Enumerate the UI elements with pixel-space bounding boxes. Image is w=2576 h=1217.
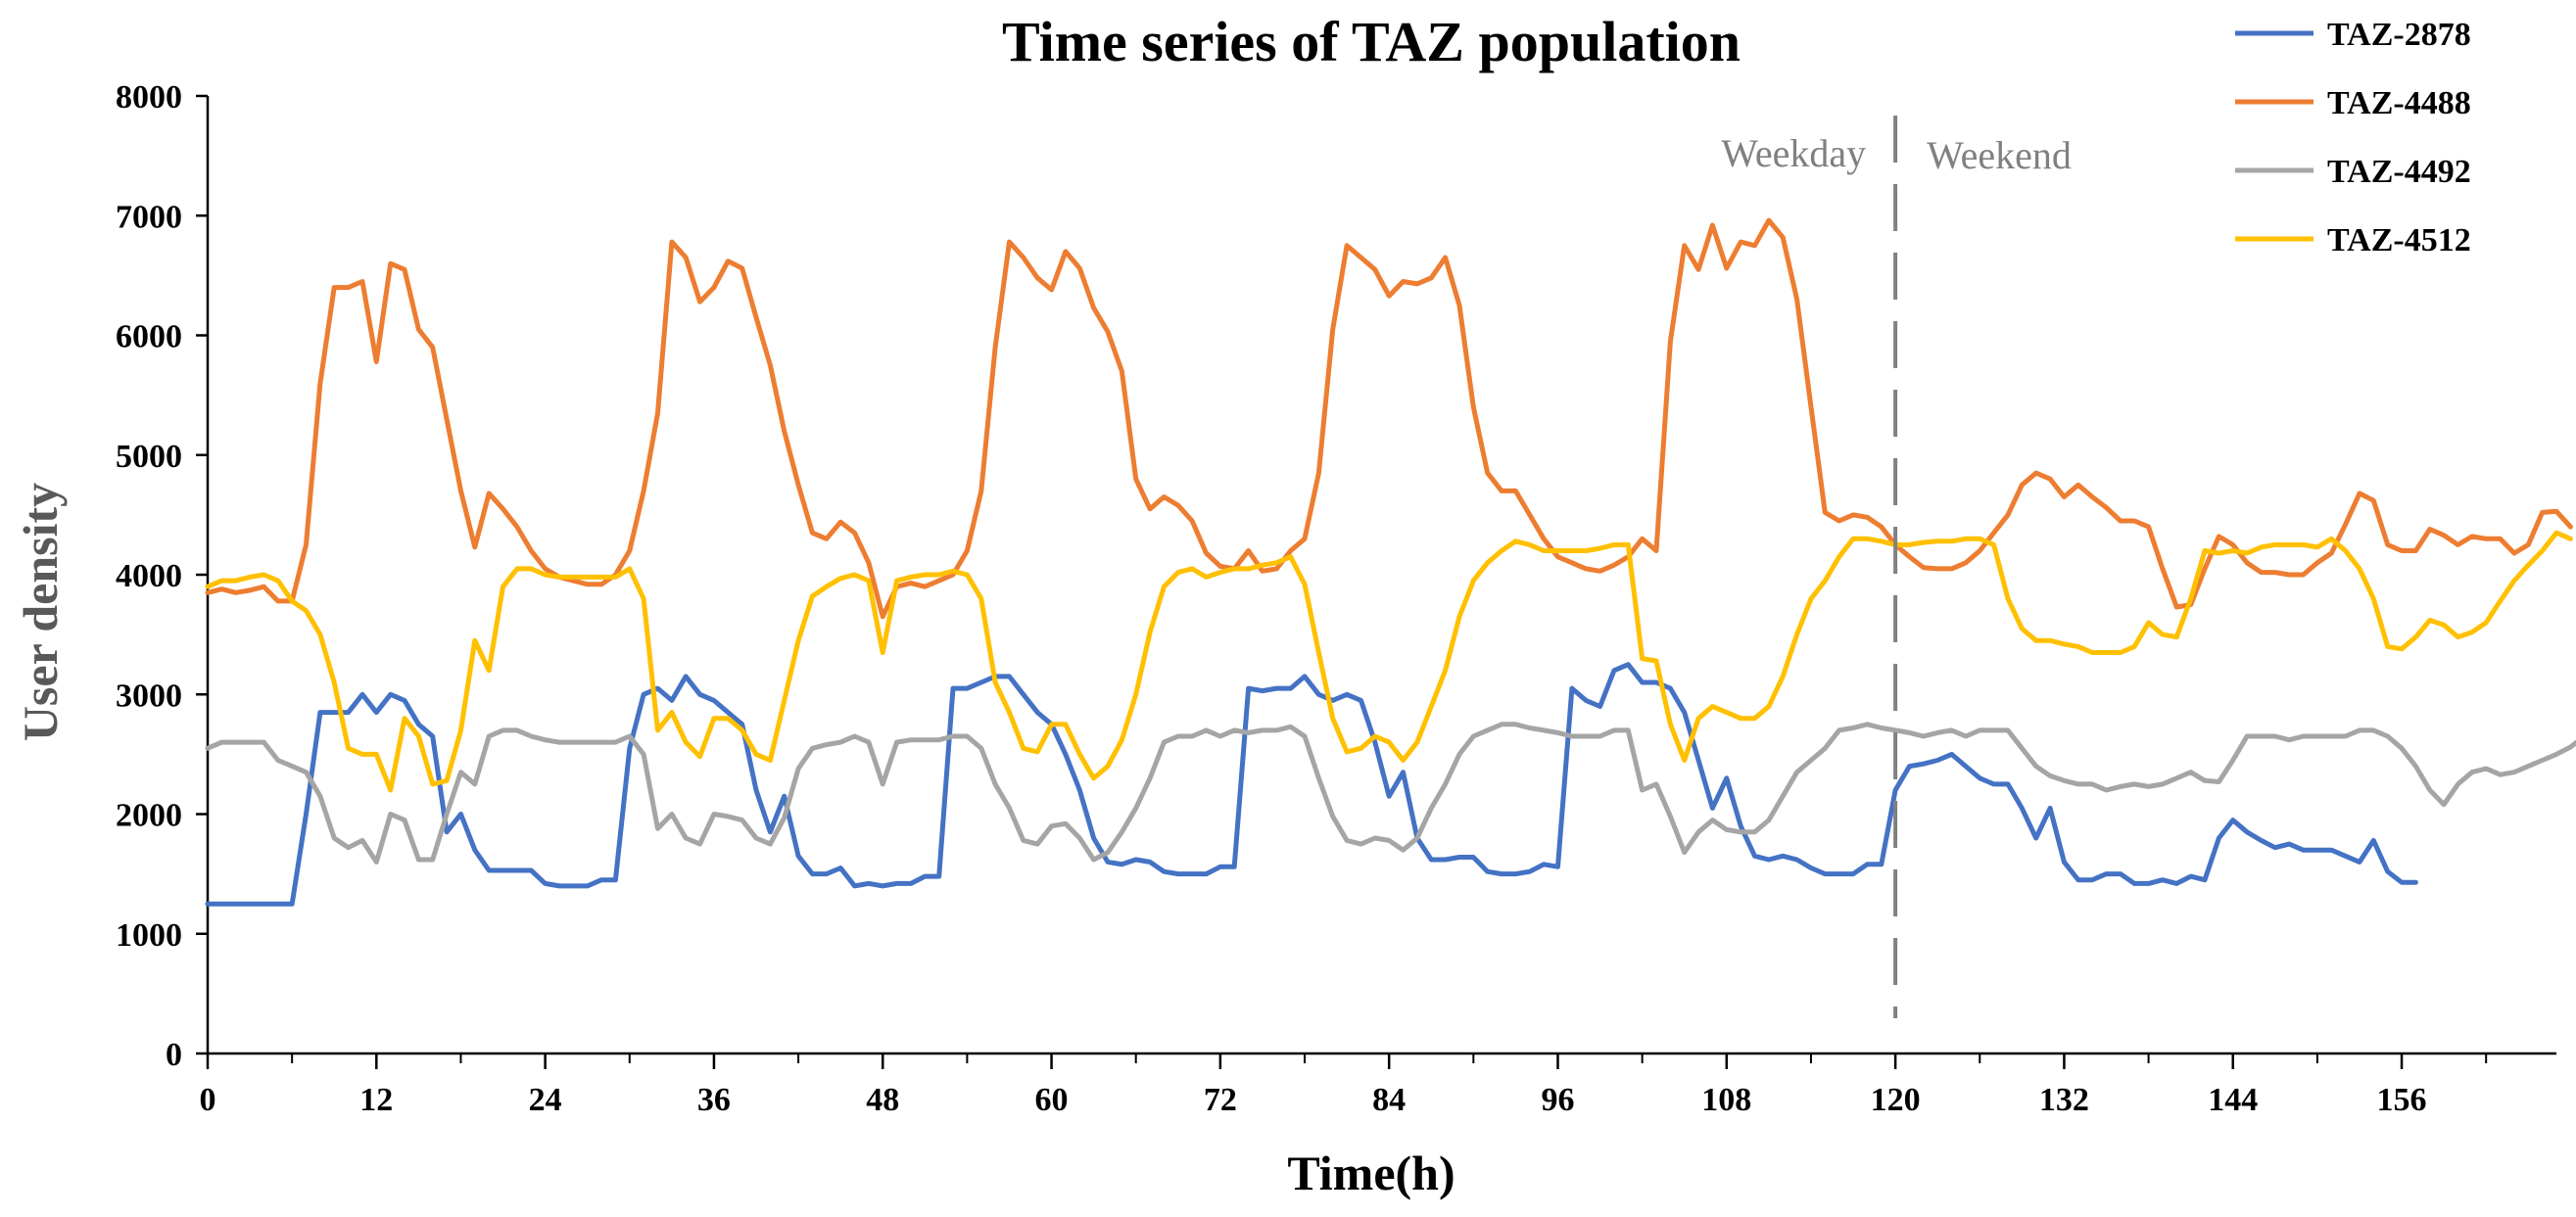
series-line-taz-2878: [205, 662, 2418, 907]
weekday-label: Weekday: [1721, 131, 1866, 175]
axes: 0 1000 2000 3000 4000 5000 6000 7000 8000 0 12 24 36…: [116, 79, 2556, 1118]
weekend-label: Weekend: [1927, 133, 2072, 177]
legend-label-taz-4512: TAZ-4512: [2327, 222, 2471, 258]
x-tick-label: 144: [2208, 1082, 2258, 1118]
series-line-taz-4492: [205, 722, 2576, 865]
x-tick-label: 96: [1541, 1082, 1574, 1118]
y-tick-label: 5000: [116, 439, 182, 475]
x-tick-label: 132: [2039, 1082, 2089, 1118]
legend-label-taz-4492: TAZ-4492: [2327, 154, 2471, 190]
y-tick-label: 8000: [116, 79, 182, 116]
y-tick-label: 2000: [116, 798, 182, 834]
series-line-taz-4512: [205, 530, 2573, 793]
y-axis-title: User density: [13, 483, 68, 741]
series-lines: [205, 217, 2576, 907]
x-tick-label: 36: [697, 1082, 731, 1118]
y-tick-label: 1000: [116, 917, 182, 954]
series-line-taz-4488: [205, 217, 2573, 620]
legend-label-taz-2878: TAZ-2878: [2327, 17, 2471, 53]
legend-label-taz-4488: TAZ-4488: [2327, 85, 2471, 121]
y-tick-label: 7000: [116, 199, 182, 235]
x-tick-label: 156: [2377, 1082, 2427, 1118]
x-tick-label: 120: [1871, 1082, 1921, 1118]
y-tick-label: 0: [166, 1037, 182, 1073]
y-tick-label: 3000: [116, 678, 182, 714]
x-tick-label: 60: [1035, 1082, 1069, 1118]
x-tick-label: 48: [866, 1082, 899, 1118]
chart-title: Time series of TAZ population: [1002, 10, 1741, 73]
legend: TAZ-2878 TAZ-4488 TAZ-4492 TAZ-4512: [2235, 17, 2471, 258]
y-tick-label: 4000: [116, 558, 182, 594]
x-tick-label: 108: [1701, 1082, 1751, 1118]
x-tick-label: 12: [359, 1082, 393, 1118]
x-tick-label: 24: [529, 1082, 562, 1118]
x-axis-title: Time(h): [1287, 1146, 1455, 1200]
x-tick-label: 0: [200, 1082, 216, 1118]
y-tick-label: 6000: [116, 319, 182, 355]
period-annotations: Weekday Weekend: [1721, 116, 2072, 1018]
x-tick-label: 72: [1204, 1082, 1237, 1118]
x-tick-label: 84: [1372, 1082, 1406, 1118]
